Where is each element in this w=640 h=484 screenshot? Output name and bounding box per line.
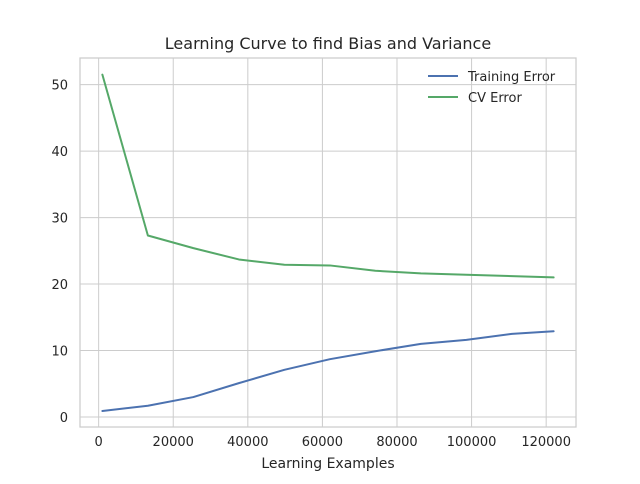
legend: Training Error CV Error xyxy=(428,70,556,106)
x-axis-label: Learning Examples xyxy=(261,456,394,472)
series-line-cv-error xyxy=(101,73,555,279)
series-lines xyxy=(101,73,555,413)
y-tick-label: 50 xyxy=(51,79,68,94)
y-tick-label: 0 xyxy=(60,411,68,426)
x-tick-label: 40000 xyxy=(227,435,268,450)
y-tick-label: 20 xyxy=(51,278,68,293)
x-tick-label: 80000 xyxy=(376,435,417,450)
series-line-training-error xyxy=(101,330,555,413)
tick-labels: 0 20000 40000 60000 80000 100000 120000 0 10 20 30… xyxy=(51,79,571,450)
y-tick-label: 30 xyxy=(51,212,68,227)
chart-title: Learning Curve to find Bias and Variance xyxy=(165,34,491,53)
x-tick-label: 100000 xyxy=(447,435,497,450)
legend-label: Training Error xyxy=(467,70,556,85)
y-tick-label: 40 xyxy=(51,145,68,160)
x-tick-label: 120000 xyxy=(521,435,571,450)
x-tick-label: 0 xyxy=(95,435,103,450)
x-tick-label: 60000 xyxy=(302,435,343,450)
plot-frame xyxy=(79,57,577,428)
y-tick-label: 10 xyxy=(51,345,68,360)
legend-label: CV Error xyxy=(468,91,522,106)
x-tick-label: 20000 xyxy=(153,435,194,450)
